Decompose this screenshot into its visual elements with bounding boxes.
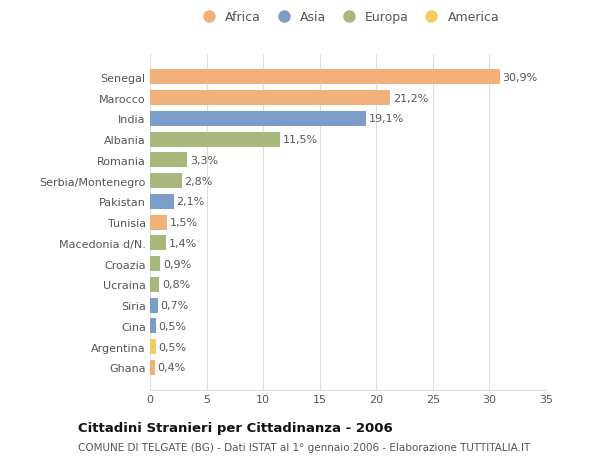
Bar bbox=[150, 298, 158, 313]
Text: 0,5%: 0,5% bbox=[158, 321, 187, 331]
Bar bbox=[150, 153, 187, 168]
Text: 0,7%: 0,7% bbox=[161, 300, 189, 310]
Bar bbox=[150, 112, 366, 127]
Text: 11,5%: 11,5% bbox=[283, 135, 318, 145]
Bar bbox=[150, 132, 280, 147]
Bar bbox=[150, 70, 500, 85]
Text: 2,8%: 2,8% bbox=[185, 176, 213, 186]
Text: 2,1%: 2,1% bbox=[176, 197, 205, 207]
Text: 0,8%: 0,8% bbox=[162, 280, 190, 290]
Bar bbox=[150, 195, 174, 209]
Text: 0,9%: 0,9% bbox=[163, 259, 191, 269]
Text: Cittadini Stranieri per Cittadinanza - 2006: Cittadini Stranieri per Cittadinanza - 2… bbox=[78, 421, 393, 434]
Text: 0,4%: 0,4% bbox=[157, 363, 185, 372]
Bar bbox=[150, 339, 155, 354]
Text: COMUNE DI TELGATE (BG) - Dati ISTAT al 1° gennaio 2006 - Elaborazione TUTTITALIA: COMUNE DI TELGATE (BG) - Dati ISTAT al 1… bbox=[78, 442, 530, 452]
Text: 1,5%: 1,5% bbox=[170, 218, 198, 228]
Bar bbox=[150, 277, 159, 292]
Bar bbox=[150, 257, 160, 271]
Bar bbox=[150, 215, 167, 230]
Text: 19,1%: 19,1% bbox=[369, 114, 404, 124]
Legend: Africa, Asia, Europa, America: Africa, Asia, Europa, America bbox=[197, 11, 499, 24]
Bar bbox=[150, 91, 390, 106]
Text: 30,9%: 30,9% bbox=[502, 73, 538, 83]
Bar bbox=[150, 360, 155, 375]
Text: 1,4%: 1,4% bbox=[169, 238, 197, 248]
Bar bbox=[150, 174, 182, 189]
Text: 0,5%: 0,5% bbox=[158, 342, 187, 352]
Text: 3,3%: 3,3% bbox=[190, 156, 218, 166]
Bar bbox=[150, 236, 166, 251]
Bar bbox=[150, 319, 155, 334]
Text: 21,2%: 21,2% bbox=[392, 94, 428, 103]
